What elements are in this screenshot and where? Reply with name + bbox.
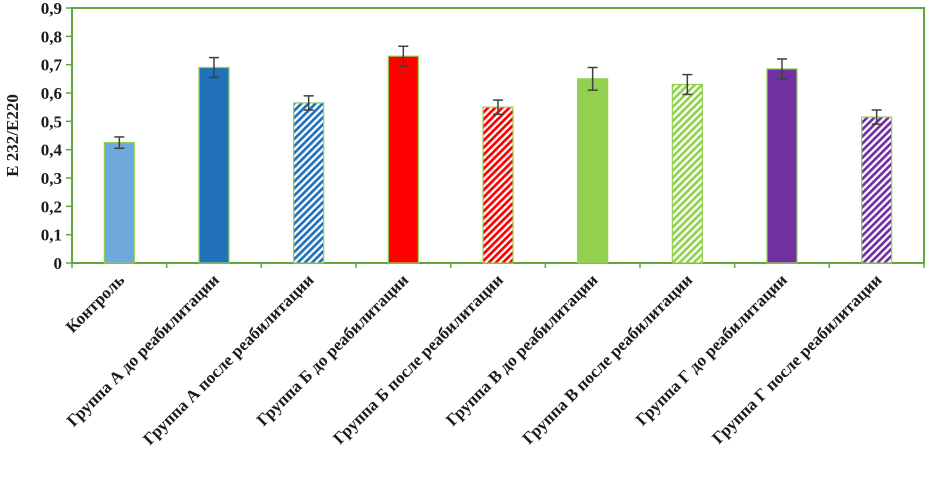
bar-group: Группа Г после реабилитации xyxy=(708,109,893,448)
y-tick-label: 0,5 xyxy=(41,112,62,131)
y-tick-label: 0,2 xyxy=(41,197,62,216)
y-tick-label: 0,9 xyxy=(41,0,62,18)
bar xyxy=(766,68,798,264)
y-tick-label: 0,8 xyxy=(41,27,62,46)
bar xyxy=(103,141,135,264)
y-tick-label: 0,1 xyxy=(41,226,62,245)
y-tick-label: 0 xyxy=(54,254,63,273)
y-axis-title: Е 232/Е220 xyxy=(3,94,22,177)
category-label: Группа В до реабилитации xyxy=(442,270,601,429)
bar xyxy=(577,78,609,264)
category-label: Группа Б до реабилитации xyxy=(253,270,412,429)
category-label: Группа А до реабилитации xyxy=(63,270,223,430)
category-label: Группа В после реабилитации xyxy=(519,270,697,448)
category-label: Группа Б после реабилитации xyxy=(329,270,507,448)
bar xyxy=(293,102,325,264)
y-tick-label: 0,4 xyxy=(41,141,63,160)
category-label: Группа Г после реабилитации xyxy=(708,270,885,447)
bar xyxy=(198,66,230,264)
category-label: Контроль xyxy=(62,270,128,336)
category-label: Группа А после реабилитации xyxy=(139,270,317,448)
y-tick-label: 0,6 xyxy=(41,84,62,103)
bar xyxy=(671,83,703,264)
bar xyxy=(861,116,893,264)
bar xyxy=(387,55,419,264)
y-tick-label: 0,3 xyxy=(41,169,62,188)
y-tick-label: 0,7 xyxy=(41,56,63,75)
category-label: Группа Г до реабилитации xyxy=(632,270,791,429)
bar xyxy=(482,106,514,264)
